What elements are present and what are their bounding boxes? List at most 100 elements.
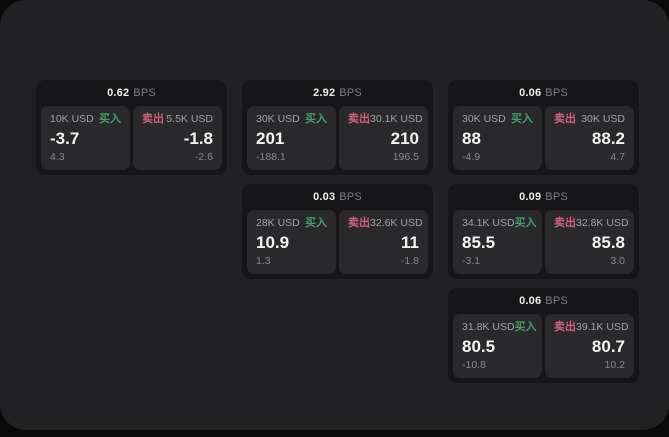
buy-tile-header: 28K USD 买入	[256, 217, 327, 230]
bps-unit-label: BPS	[339, 191, 362, 203]
buy-amount-label: 30K USD	[462, 113, 506, 126]
buy-side-label: 买入	[99, 113, 121, 125]
sell-price-value: 85.8	[591, 233, 625, 253]
bps-card[interactable]: 0.03 BPS 28K USD 买入 10.9 1.3 卖出 32.6K US…	[242, 184, 433, 279]
card-body: 31.8K USD 买入 80.5 -10.8 卖出 39.1K USD 80.…	[448, 314, 639, 383]
sell-side-label: 卖出	[554, 113, 576, 125]
sell-tile[interactable]: 卖出 30K USD 88.2 4.7	[545, 106, 634, 170]
buy-side-label: 买入	[514, 217, 537, 229]
buy-change-value: -4.9	[462, 151, 481, 164]
sell-tile[interactable]: 卖出 39.1K USD 80.7 10.2	[545, 314, 634, 378]
buy-side-label: 买入	[514, 321, 537, 333]
buy-tile[interactable]: 31.8K USD 买入 80.5 -10.8	[453, 314, 542, 378]
sell-change-value: 10.2	[604, 359, 625, 372]
sell-tile-header: 卖出 32.6K USD	[348, 217, 423, 230]
bps-card[interactable]: 0.62 BPS 10K USD 买入 -3.7 4.3 卖出 5.5K USD…	[36, 80, 227, 175]
bps-card[interactable]: 2.92 BPS 30K USD 买入 201 -188.1 卖出 30.1K …	[242, 80, 433, 175]
sell-change-value: 4.7	[610, 151, 625, 164]
sell-price-value: 80.7	[591, 337, 625, 357]
card-header: 0.03 BPS	[242, 184, 433, 210]
bps-value: 0.09	[519, 191, 542, 203]
sell-change-value: -2.6	[194, 151, 213, 164]
card-header: 0.06 BPS	[448, 80, 639, 106]
sell-amount-label: 30K USD	[581, 113, 625, 126]
sell-side-label: 卖出	[554, 321, 576, 333]
bps-value: 2.92	[313, 87, 336, 99]
cards-grid: 0.62 BPS 10K USD 买入 -3.7 4.3 卖出 5.5K USD…	[36, 80, 639, 383]
buy-amount-label: 28K USD	[256, 217, 300, 230]
sell-tile-header: 卖出 30K USD	[554, 113, 625, 126]
buy-change-value: 1.3	[256, 255, 271, 268]
buy-change-value: 4.3	[50, 151, 65, 164]
buy-price-value: 10.9	[256, 233, 290, 253]
sell-side-label: 卖出	[348, 113, 370, 125]
card-body: 30K USD 买入 201 -188.1 卖出 30.1K USD 210 1…	[242, 106, 433, 175]
sell-tile-header: 卖出 5.5K USD	[142, 113, 213, 126]
sell-price-value: 11	[401, 233, 419, 253]
sell-price-value: -1.8	[183, 129, 213, 149]
bps-card[interactable]: 0.06 BPS 30K USD 买入 88 -4.9 卖出 30K USD 8…	[448, 80, 639, 175]
buy-amount-label: 34.1K USD	[462, 217, 515, 230]
card-body: 28K USD 买入 10.9 1.3 卖出 32.6K USD 11 -1.8	[242, 210, 433, 279]
bps-unit-label: BPS	[545, 191, 568, 203]
buy-price-value: 201	[256, 129, 285, 149]
sell-change-value: 196.5	[392, 151, 419, 164]
buy-tile[interactable]: 34.1K USD 买入 85.5 -3.1	[453, 210, 542, 274]
buy-tile[interactable]: 30K USD 买入 201 -188.1	[247, 106, 336, 170]
card-header: 0.09 BPS	[448, 184, 639, 210]
buy-tile[interactable]: 28K USD 买入 10.9 1.3	[247, 210, 336, 274]
bps-unit-label: BPS	[133, 87, 156, 99]
buy-tile[interactable]: 30K USD 买入 88 -4.9	[453, 106, 542, 170]
buy-amount-label: 31.8K USD	[462, 321, 515, 334]
bps-value: 0.03	[313, 191, 336, 203]
buy-price-value: 80.5	[462, 337, 496, 357]
bps-unit-label: BPS	[545, 87, 568, 99]
sell-tile-header: 卖出 39.1K USD	[554, 321, 629, 334]
buy-amount-label: 30K USD	[256, 113, 300, 126]
sell-price-value: 88.2	[591, 129, 625, 149]
buy-change-value: -3.1	[462, 255, 481, 268]
buy-tile-header: 30K USD 买入	[256, 113, 327, 126]
sell-amount-label: 32.6K USD	[370, 217, 423, 230]
card-header: 2.92 BPS	[242, 80, 433, 106]
buy-price-value: 85.5	[462, 233, 496, 253]
buy-side-label: 买入	[305, 113, 327, 125]
buy-price-value: 88	[462, 129, 481, 149]
bps-value: 0.62	[107, 87, 130, 99]
bps-unit-label: BPS	[545, 295, 568, 307]
sell-side-label: 卖出	[554, 217, 576, 229]
sell-tile[interactable]: 卖出 32.6K USD 11 -1.8	[339, 210, 428, 274]
buy-change-value: -188.1	[256, 151, 286, 164]
buy-side-label: 买入	[305, 217, 327, 229]
bps-unit-label: BPS	[339, 87, 362, 99]
buy-price-value: -3.7	[50, 129, 80, 149]
buy-tile-header: 10K USD 买入	[50, 113, 121, 126]
sell-amount-label: 5.5K USD	[166, 113, 213, 126]
sell-change-value: 3.0	[610, 255, 625, 268]
bps-card[interactable]: 0.09 BPS 34.1K USD 买入 85.5 -3.1 卖出 32.8K…	[448, 184, 639, 279]
card-body: 30K USD 买入 88 -4.9 卖出 30K USD 88.2 4.7	[448, 106, 639, 175]
card-header: 0.62 BPS	[36, 80, 227, 106]
sell-tile[interactable]: 卖出 30.1K USD 210 196.5	[339, 106, 428, 170]
sell-tile[interactable]: 卖出 5.5K USD -1.8 -2.6	[133, 106, 222, 170]
buy-change-value: -10.8	[462, 359, 486, 372]
sell-price-value: 210	[390, 129, 419, 149]
sell-change-value: -1.8	[400, 255, 419, 268]
bps-card[interactable]: 0.06 BPS 31.8K USD 买入 80.5 -10.8 卖出 39.1…	[448, 288, 639, 383]
sell-side-label: 卖出	[142, 113, 164, 125]
card-body: 10K USD 买入 -3.7 4.3 卖出 5.5K USD -1.8 -2.…	[36, 106, 227, 175]
buy-tile-header: 30K USD 买入	[462, 113, 533, 126]
sell-tile-header: 卖出 32.8K USD	[554, 217, 629, 230]
card-body: 34.1K USD 买入 85.5 -3.1 卖出 32.8K USD 85.8…	[448, 210, 639, 279]
buy-tile-header: 34.1K USD 买入	[462, 217, 537, 230]
sell-tile[interactable]: 卖出 32.8K USD 85.8 3.0	[545, 210, 634, 274]
sell-amount-label: 39.1K USD	[576, 321, 629, 334]
buy-amount-label: 10K USD	[50, 113, 94, 126]
card-header: 0.06 BPS	[448, 288, 639, 314]
sell-tile-header: 卖出 30.1K USD	[348, 113, 423, 126]
sell-amount-label: 30.1K USD	[370, 113, 423, 126]
buy-tile[interactable]: 10K USD 买入 -3.7 4.3	[41, 106, 130, 170]
sell-side-label: 卖出	[348, 217, 370, 229]
sell-amount-label: 32.8K USD	[576, 217, 629, 230]
buy-side-label: 买入	[511, 113, 533, 125]
